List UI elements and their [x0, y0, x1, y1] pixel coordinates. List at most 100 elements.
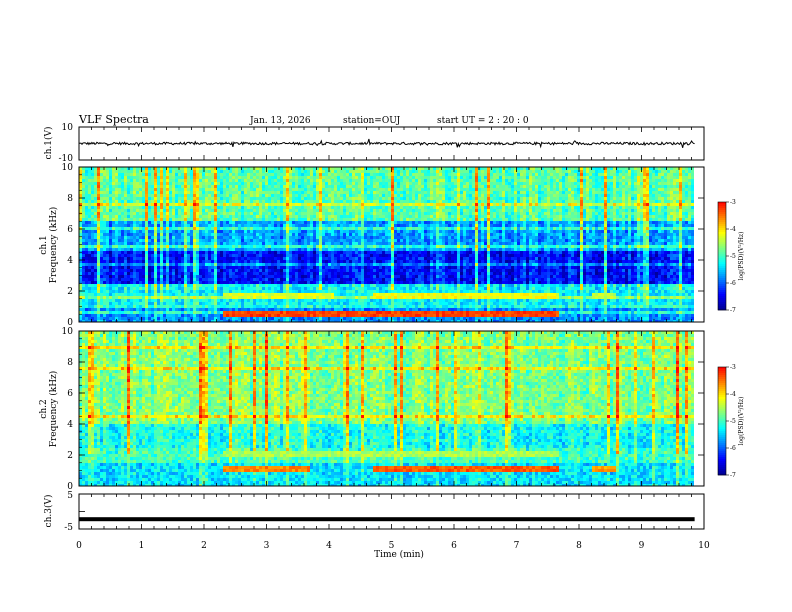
spectrogram-cell: [295, 185, 298, 188]
spectrogram-cell: [103, 176, 106, 179]
spectrogram-cell: [352, 194, 355, 197]
spectrogram-cell: [358, 182, 361, 185]
spectrogram-cell: [400, 179, 403, 182]
spectrogram-cell: [511, 182, 514, 185]
spectrogram-cell: [253, 188, 256, 191]
spectrogram-cell: [259, 191, 262, 194]
spectrogram-cell: [481, 179, 484, 182]
spectrogram-cell: [109, 182, 112, 185]
spectrogram-cell: [154, 176, 157, 179]
spectrogram-cell: [454, 170, 457, 173]
spectrogram-cell: [124, 170, 127, 173]
spectrogram-cell: [670, 182, 673, 185]
spectrogram-cell: [205, 194, 208, 197]
spectrogram-cell: [334, 188, 337, 191]
spectrogram-cell: [160, 191, 163, 194]
spectrogram-cell: [415, 173, 418, 176]
spectrogram-cell: [364, 176, 367, 179]
spectrogram-cell: [154, 188, 157, 191]
spectrogram-cell: [622, 182, 625, 185]
spectrogram-cell: [82, 173, 85, 176]
spectrogram-cell: [658, 188, 661, 191]
spectrogram-cell: [100, 173, 103, 176]
spectrogram-cell: [292, 188, 295, 191]
spectrogram-cell: [205, 191, 208, 194]
spectrogram-cell: [592, 188, 595, 191]
spectrogram-cell: [388, 173, 391, 176]
spectrogram-cell: [370, 191, 373, 194]
spectrogram-cell: [442, 191, 445, 194]
spectrogram-cell: [589, 188, 592, 191]
spectrogram-cell: [400, 188, 403, 191]
spectrogram-cell: [478, 179, 481, 182]
spectrogram-cell: [241, 194, 244, 197]
spectrogram-cell: [340, 185, 343, 188]
spectrogram-cell: [196, 170, 199, 173]
spectrogram-cell: [523, 188, 526, 191]
spectrogram-cell: [436, 170, 439, 173]
spectrogram-cell: [523, 191, 526, 194]
spectrogram-cell: [280, 185, 283, 188]
spectrogram-cell: [541, 191, 544, 194]
spectrogram-cell: [664, 176, 667, 179]
ch1-spectrogram-panel: 0246810 ch.1 Frequency (kHz): [39, 163, 704, 328]
spectrogram-cell: [409, 170, 412, 173]
spectrogram-cell: [184, 191, 187, 194]
spectrogram-cell: [451, 188, 454, 191]
spectrogram-cell: [310, 185, 313, 188]
spectrogram-cell: [244, 182, 247, 185]
spectrogram-cell: [613, 185, 616, 188]
spectrogram-cell: [604, 188, 607, 191]
spectrogram-cell: [328, 173, 331, 176]
spectrogram-cell: [544, 176, 547, 179]
spectrogram-cell: [364, 194, 367, 197]
spectrogram-cell: [94, 179, 97, 182]
spectrogram-cell: [271, 185, 274, 188]
spectrogram-cell: [328, 188, 331, 191]
spectrogram-cell: [505, 182, 508, 185]
spectrogram-cell: [142, 194, 145, 197]
spectrogram-cell: [136, 182, 139, 185]
spectrogram-cell: [361, 188, 364, 191]
spectrogram-cell: [685, 191, 688, 194]
spectrogram-cell: [223, 188, 226, 191]
spectrogram-cell: [574, 173, 577, 176]
spectrogram-cell: [559, 185, 562, 188]
spectrogram-cell: [553, 170, 556, 173]
spectrogram-cell: [136, 194, 139, 197]
spectrogram-cell: [583, 176, 586, 179]
spectrogram-cell: [280, 176, 283, 179]
spectrogram-cell: [499, 179, 502, 182]
spectrogram-cell: [169, 179, 172, 182]
spectrogram-cell: [355, 170, 358, 173]
spectrogram-cell: [691, 173, 694, 176]
spectrogram-cell: [268, 182, 271, 185]
spectrogram-cell: [577, 191, 580, 194]
spectrogram-cell: [310, 179, 313, 182]
spectrogram-cell: [337, 194, 340, 197]
spectrogram-cell: [301, 179, 304, 182]
spectrogram-cell: [574, 185, 577, 188]
spectrogram-cell: [370, 188, 373, 191]
spectrogram-cell: [622, 170, 625, 173]
spectrogram-cell: [193, 191, 196, 194]
spectrogram-cell: [538, 191, 541, 194]
spectrogram-cell: [391, 173, 394, 176]
spectrogram-cell: [580, 173, 583, 176]
spectrogram-cell: [415, 170, 418, 173]
spectrogram-cell: [667, 170, 670, 173]
spectrogram-cell: [319, 185, 322, 188]
spectrogram-cell: [409, 182, 412, 185]
spectrogram-cell: [379, 170, 382, 173]
spectrogram-cell: [175, 185, 178, 188]
spectrogram-cell: [85, 170, 88, 173]
spectrogram-cell: [547, 173, 550, 176]
spectrogram-cell: [250, 185, 253, 188]
spectrogram-cell: [187, 173, 190, 176]
spectrogram-cell: [316, 191, 319, 194]
spectrogram-cell: [271, 194, 274, 197]
spectrogram-cell: [334, 194, 337, 197]
spectrogram-cell: [196, 185, 199, 188]
spectrogram-cell: [640, 179, 643, 182]
spectrogram-cell: [301, 185, 304, 188]
